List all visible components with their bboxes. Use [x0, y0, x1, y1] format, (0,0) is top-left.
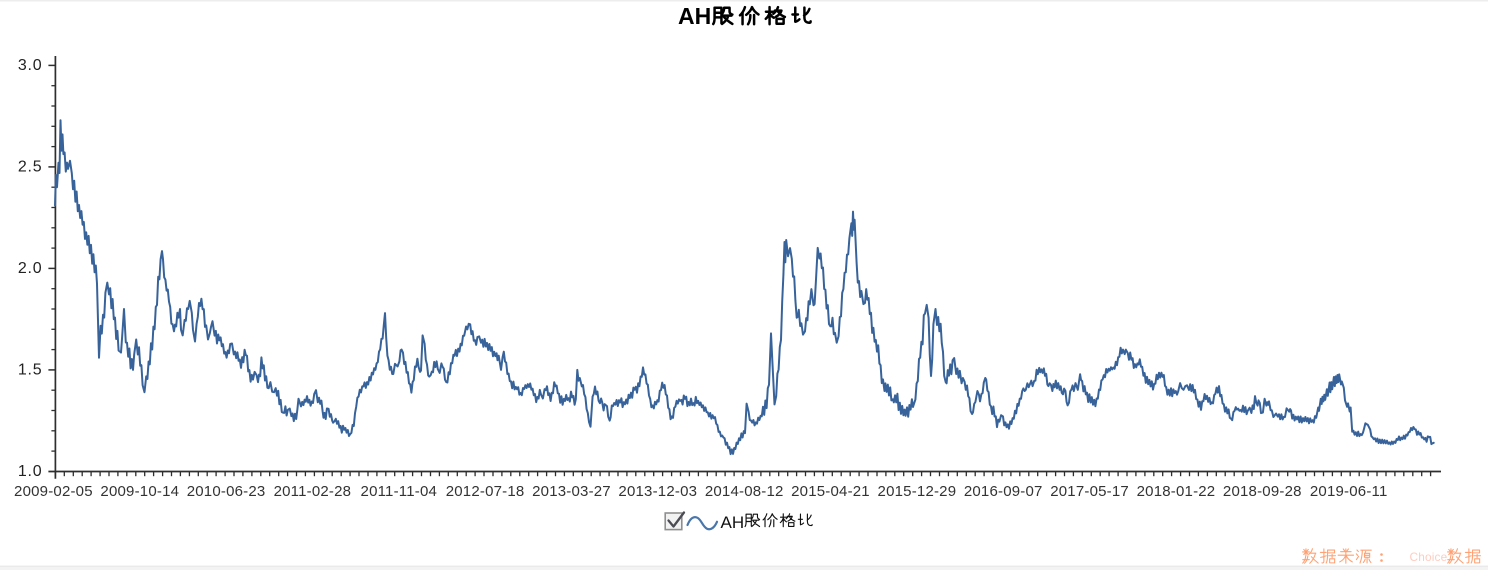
- svg-text:2015-12-29: 2015-12-29: [878, 483, 957, 500]
- svg-text:2009-10-14: 2009-10-14: [100, 483, 179, 500]
- svg-text:Choice: Choice: [1410, 550, 1448, 564]
- svg-text:2017-05-17: 2017-05-17: [1050, 483, 1129, 500]
- svg-text:2013-12-03: 2013-12-03: [618, 483, 697, 500]
- svg-text:2011-11-04: 2011-11-04: [361, 483, 438, 500]
- svg-text:1.5: 1.5: [18, 361, 43, 378]
- svg-text:AH: AH: [721, 513, 745, 532]
- svg-text:2019-06-11: 2019-06-11: [1310, 483, 1388, 500]
- svg-text:2009-02-05: 2009-02-05: [14, 483, 93, 500]
- svg-text:2013-03-27: 2013-03-27: [532, 483, 611, 500]
- svg-text:1.0: 1.0: [18, 463, 43, 480]
- svg-text:3.0: 3.0: [18, 57, 43, 74]
- svg-text:2012-07-18: 2012-07-18: [446, 483, 525, 500]
- svg-text:2014-08-12: 2014-08-12: [705, 483, 784, 500]
- svg-text:2015-04-21: 2015-04-21: [791, 483, 870, 500]
- svg-text:2018-01-22: 2018-01-22: [1137, 483, 1216, 500]
- svg-text:2.0: 2.0: [18, 260, 43, 277]
- svg-text:2.5: 2.5: [18, 158, 43, 175]
- svg-text:2011-02-28: 2011-02-28: [274, 483, 352, 500]
- svg-text:2018-09-28: 2018-09-28: [1223, 483, 1302, 500]
- svg-text:AH: AH: [678, 3, 711, 29]
- svg-text:2010-06-23: 2010-06-23: [187, 483, 266, 500]
- svg-text:2016-09-07: 2016-09-07: [964, 483, 1043, 500]
